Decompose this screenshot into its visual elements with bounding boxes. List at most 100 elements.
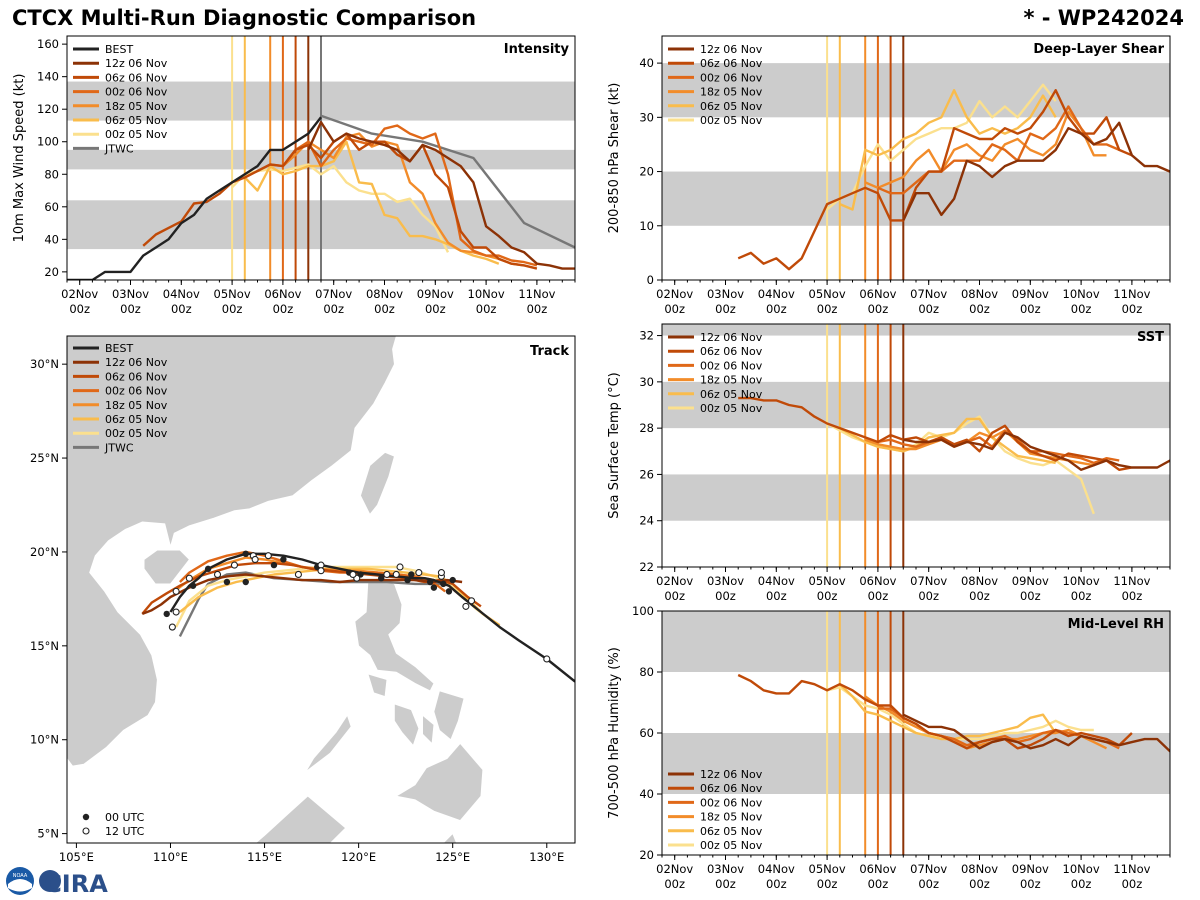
x-tick-label: 10Nov: [468, 287, 505, 301]
x-tick-label: 00z: [1122, 589, 1143, 603]
y-axis-label: 10m Max Wind Speed (kt): [12, 74, 27, 243]
x-tick-label: 04Nov: [163, 287, 200, 301]
track-point-00utc: [163, 610, 170, 618]
legend-label: 00z 05 Nov: [700, 114, 763, 127]
sangihe-islands: [442, 832, 457, 843]
legend-label: 00z 06 Nov: [700, 71, 763, 84]
y-tick-label: 20: [639, 848, 654, 862]
x-tick-label: 03Nov: [707, 574, 744, 588]
x-tick-label: 00z: [1020, 589, 1041, 603]
panel-title: SST: [1137, 330, 1164, 345]
x-tick-label: 00z: [918, 589, 939, 603]
mindanao-island: [395, 742, 484, 821]
legend-label: 00z 06 Nov: [700, 359, 763, 372]
y-tick-label: 20: [639, 165, 654, 179]
track-point-00utc: [270, 561, 278, 569]
y-tick-label: 20°N: [30, 545, 59, 559]
legend-label: 00z 05 Nov: [105, 128, 168, 141]
x-tick-label: 115°E: [247, 850, 282, 864]
x-tick-label: 00z: [1122, 877, 1143, 891]
threshold-band: [662, 171, 1170, 226]
plot-area-intensity: [67, 36, 575, 280]
threshold-band: [662, 381, 1170, 429]
x-tick-label: 03Nov: [707, 287, 744, 301]
legend-label: 18z 05 Nov: [105, 399, 168, 412]
y-tick-label: 120: [37, 102, 59, 116]
x-tick-label: 105°E: [59, 850, 94, 864]
x-tick-label: 00z: [69, 302, 90, 316]
x-tick-label: 125°E: [435, 850, 470, 864]
y-axis-label: Sea Surface Temp (°C): [607, 372, 622, 519]
x-tick-label: 00z: [664, 589, 685, 603]
x-tick-label: 09Nov: [1012, 862, 1049, 876]
map-frame: [66, 335, 576, 844]
series-line-06z-05-Nov: [839, 417, 1056, 465]
y-tick-label: 5°N: [37, 827, 59, 841]
threshold-band: [662, 733, 1170, 794]
y-axis-label: 700-500 hPa Humidity (%): [607, 647, 622, 819]
track-point-12utc: [415, 569, 423, 577]
series-line-00z-06-Nov: [877, 105, 1120, 195]
y-tick-label: 22: [639, 560, 654, 574]
x-tick-label: 11Nov: [518, 287, 555, 301]
x-tick-label: 00z: [766, 877, 787, 891]
y-tick-label: 30°N: [30, 357, 59, 371]
x-tick-label: 00z: [527, 302, 548, 316]
x-tick-label: 00z: [868, 877, 889, 891]
y-tick-label: 32: [639, 329, 654, 343]
legend-label: 06z 05 Nov: [700, 100, 763, 113]
legend-label: 12z 06 Nov: [700, 768, 763, 781]
x-tick-label: 08Nov: [961, 862, 998, 876]
x-tick-label: 05Nov: [214, 287, 251, 301]
x-tick-label: 00z: [273, 302, 294, 316]
panel-track: 105°E 110°E 115°E 120°E 125°E 130°E 5°N 10°N 15°…: [30, 335, 576, 864]
series-line-18z-05-Nov: [864, 110, 1107, 189]
x-tick-label: 00z: [969, 877, 990, 891]
panel-rh: 02Nov00z03Nov00z04Nov00z05Nov00z06Nov00z…: [607, 604, 1171, 891]
y-tick-label: 24: [639, 514, 654, 528]
track-point-12utc: [543, 655, 551, 663]
track-point-00utc: [280, 556, 287, 563]
legend-label: 12z 06 Nov: [105, 356, 168, 369]
page-title: CTCX Multi-Run Diagnostic Comparison: [12, 6, 477, 30]
series-line-00z-05-Nov: [826, 83, 1057, 211]
track-point-12utc: [467, 597, 476, 605]
series-line-12z-06-Nov: [902, 713, 1170, 753]
track-point-00utc: [223, 578, 231, 586]
series-line-06z-06-Nov: [737, 89, 1133, 271]
plot-area-sst: [662, 324, 1170, 567]
mainland-china-vietnam: [67, 336, 397, 767]
marker-legend-12utc-swatch: [82, 827, 90, 835]
x-tick-label: 06Nov: [859, 574, 896, 588]
x-tick-label: 07Nov: [910, 862, 947, 876]
series-line-12z-06-Nov: [903, 431, 1170, 471]
borneo-island: [160, 795, 347, 843]
logo-area: NOAA CIRA: [6, 867, 108, 898]
samar-leyte: [433, 690, 465, 741]
y-tick-label: 30: [639, 110, 654, 124]
x-tick-label: 00z: [817, 877, 838, 891]
y-tick-label: 100: [632, 604, 654, 618]
x-tick-label: 00z: [868, 302, 889, 316]
x-tick-label: 00z: [1071, 302, 1092, 316]
track-point-00utc: [242, 550, 249, 558]
x-tick-label: 00z: [1122, 302, 1143, 316]
track-point-12utc: [294, 570, 302, 579]
x-tick-label: 00z: [1020, 302, 1041, 316]
x-tick-label: 08Nov: [961, 287, 998, 301]
legend-label: 00z 05 Nov: [700, 402, 763, 415]
panay-negros: [393, 703, 420, 747]
x-tick-label: 110°E: [153, 850, 188, 864]
legend-label: 00z 05 Nov: [700, 839, 763, 852]
track-point-12utc: [396, 563, 404, 571]
y-tick-label: 80: [44, 167, 59, 181]
legend-label: 06z 05 Nov: [105, 114, 168, 127]
y-tick-label: 60: [639, 726, 654, 740]
y-tick-label: 26: [639, 467, 654, 481]
x-tick-label: 10Nov: [1063, 574, 1100, 588]
panel-sst: 02Nov00z03Nov00z04Nov00z05Nov00z06Nov00z…: [607, 323, 1171, 603]
x-tick-label: 00z: [817, 589, 838, 603]
y-tick-label: 80: [639, 665, 654, 679]
series-line-06z-05-Nov: [839, 89, 1057, 211]
